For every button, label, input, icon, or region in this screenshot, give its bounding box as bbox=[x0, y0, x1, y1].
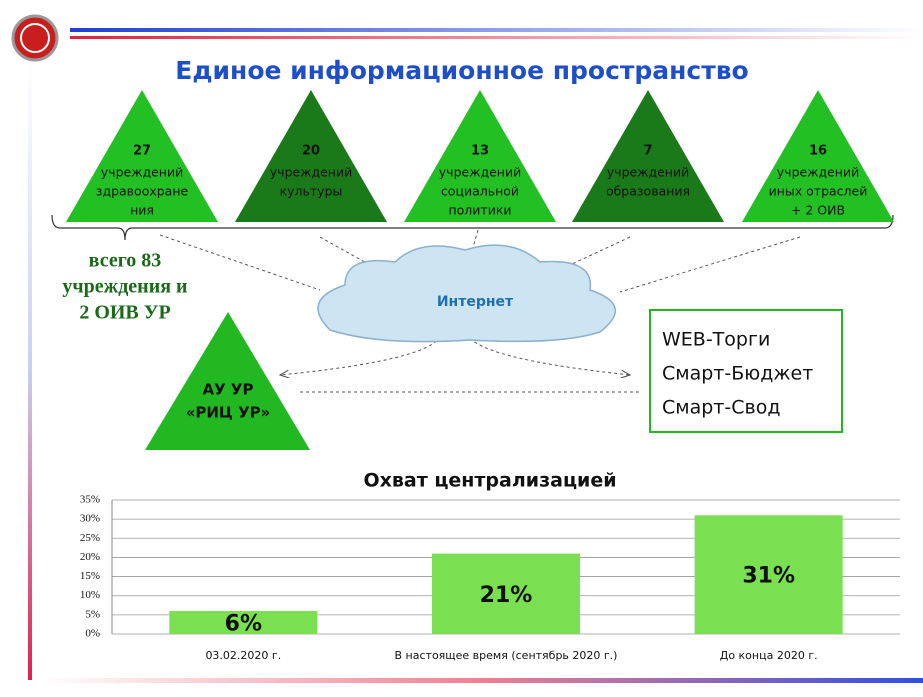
y-tick-label: 0% bbox=[85, 628, 100, 640]
system-item: WEB-Торги bbox=[662, 329, 770, 351]
triangle-text: учреждений bbox=[777, 165, 859, 180]
summary-text: учреждения и bbox=[62, 276, 187, 298]
triangle-text: политики bbox=[448, 203, 511, 218]
x-tick-label: В настоящее время (сентябрь 2020 г.) bbox=[395, 649, 618, 662]
y-tick-label: 25% bbox=[80, 532, 100, 544]
bar bbox=[432, 553, 580, 634]
system-item: Смарт-Бюджет bbox=[662, 363, 813, 385]
y-tick-label: 10% bbox=[80, 589, 100, 601]
systems-box bbox=[649, 309, 843, 433]
triangle-number: 7 bbox=[643, 144, 652, 159]
brace bbox=[51, 214, 894, 241]
triangle-text: иных отраслей bbox=[769, 184, 868, 199]
system-item: Смарт-Свод bbox=[662, 397, 780, 419]
triangle-text: учреждений bbox=[270, 165, 352, 180]
triangle bbox=[66, 90, 218, 222]
triangle bbox=[404, 90, 556, 222]
triangle-text: здравоохране bbox=[96, 184, 189, 199]
slide-title: Единое информационное пространство bbox=[175, 56, 748, 85]
triangle-text: учреждений bbox=[439, 165, 521, 180]
triangle-text: + 2 ОИВ bbox=[791, 203, 845, 218]
triangle-number: 27 bbox=[133, 144, 151, 159]
center-text: «РИЦ УР» bbox=[186, 404, 271, 422]
decor bbox=[11, 14, 923, 683]
y-tick-label: 20% bbox=[80, 551, 100, 563]
triangle-text: учреждений bbox=[101, 165, 183, 180]
value-label: 31% bbox=[742, 564, 795, 589]
summary-text: 2 ОИВ УР bbox=[79, 302, 170, 324]
bar bbox=[694, 515, 843, 634]
summary-text: всего 83 bbox=[89, 250, 162, 272]
y-tick-label: 5% bbox=[85, 608, 100, 620]
center-triangle bbox=[145, 312, 310, 450]
x-tick-label: До конца 2020 г. bbox=[720, 649, 818, 662]
triangle bbox=[742, 90, 894, 222]
triangle-number: 13 bbox=[471, 144, 489, 159]
triangle-text: социальной bbox=[441, 184, 519, 199]
x-tick-label: 03.02.2020 г. bbox=[205, 649, 281, 662]
triangle bbox=[235, 90, 387, 222]
chart-title: Охват централизацией bbox=[363, 470, 616, 492]
value-label: 21% bbox=[480, 583, 533, 608]
cloud-label: Интернет bbox=[437, 294, 514, 310]
triangle bbox=[572, 90, 724, 222]
center-text: АУ УР bbox=[203, 381, 254, 399]
cloud bbox=[317, 244, 617, 343]
triangle-number: 16 bbox=[809, 144, 827, 159]
bar bbox=[169, 611, 318, 634]
y-tick-label: 15% bbox=[80, 570, 100, 582]
y-tick-label: 35% bbox=[80, 494, 100, 506]
triangle-text: учреждений bbox=[607, 165, 689, 180]
triangle-number: 20 bbox=[302, 144, 320, 159]
triangle-text: ния bbox=[130, 203, 154, 218]
value-label: 6% bbox=[225, 612, 262, 637]
connectors bbox=[159, 229, 801, 393]
y-tick-label: 30% bbox=[80, 513, 100, 525]
triangle-text: образования bbox=[606, 184, 690, 199]
triangle-text: культуры bbox=[280, 184, 343, 199]
